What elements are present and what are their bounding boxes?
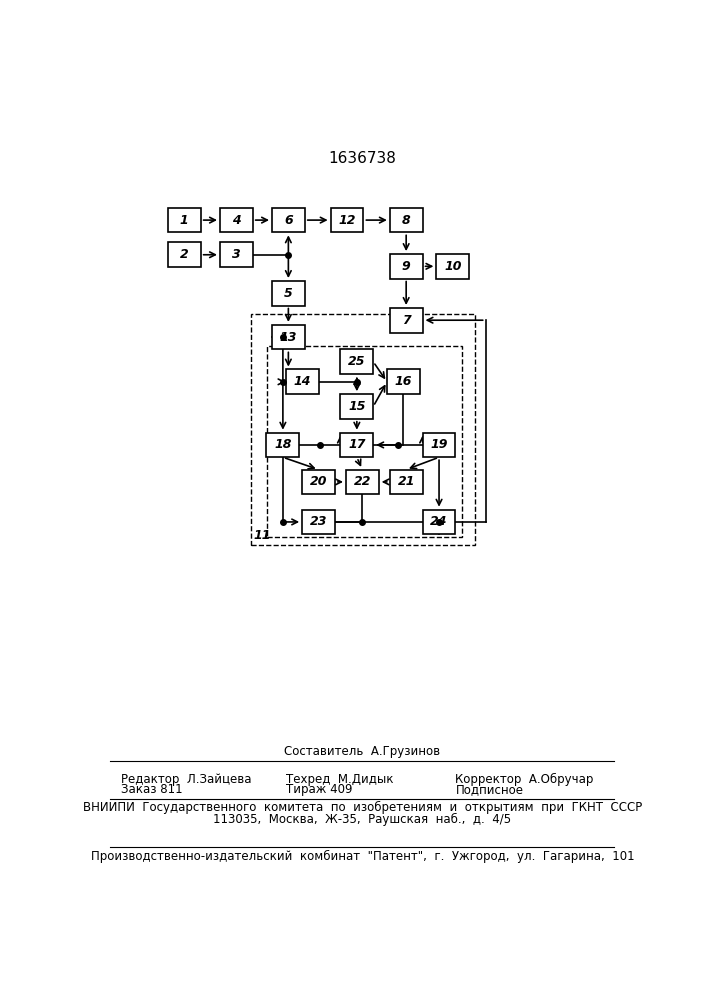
FancyBboxPatch shape: [390, 308, 423, 333]
FancyBboxPatch shape: [302, 470, 335, 494]
Text: 6: 6: [284, 214, 293, 227]
FancyBboxPatch shape: [341, 394, 373, 419]
Text: 19: 19: [431, 438, 448, 451]
FancyBboxPatch shape: [272, 281, 305, 306]
FancyBboxPatch shape: [286, 369, 319, 394]
FancyBboxPatch shape: [220, 208, 253, 232]
Text: 9: 9: [402, 260, 411, 273]
Text: 7: 7: [402, 314, 411, 327]
Text: 17: 17: [348, 438, 366, 451]
Text: Подписное: Подписное: [455, 783, 523, 796]
Text: Тираж 409: Тираж 409: [286, 783, 352, 796]
FancyBboxPatch shape: [390, 254, 423, 279]
Text: 2: 2: [180, 248, 189, 261]
FancyBboxPatch shape: [220, 242, 253, 267]
Text: 20: 20: [310, 475, 327, 488]
FancyBboxPatch shape: [341, 433, 373, 457]
FancyBboxPatch shape: [272, 325, 305, 349]
Text: 16: 16: [395, 375, 412, 388]
Text: 11: 11: [254, 529, 271, 542]
FancyBboxPatch shape: [390, 208, 423, 232]
Text: Составитель  А.Грузинов: Составитель А.Грузинов: [284, 745, 440, 758]
Text: Корректор  А.Обручар: Корректор А.Обручар: [455, 773, 594, 786]
Text: 21: 21: [397, 475, 415, 488]
FancyBboxPatch shape: [423, 433, 455, 457]
FancyBboxPatch shape: [423, 510, 455, 534]
Text: 4: 4: [232, 214, 240, 227]
FancyBboxPatch shape: [436, 254, 469, 279]
FancyBboxPatch shape: [390, 470, 423, 494]
Text: Заказ 811: Заказ 811: [122, 783, 183, 796]
Text: ВНИИПИ  Государственного  комитета  по  изобретениям  и  открытиям  при  ГКНТ  С: ВНИИПИ Государственного комитета по изоб…: [83, 801, 642, 814]
Text: 10: 10: [444, 260, 462, 273]
FancyBboxPatch shape: [267, 433, 299, 457]
Text: Редактор  Л.Зайцева: Редактор Л.Зайцева: [122, 773, 252, 786]
Text: 8: 8: [402, 214, 411, 227]
FancyBboxPatch shape: [302, 510, 335, 534]
Text: 22: 22: [354, 475, 371, 488]
FancyBboxPatch shape: [168, 242, 201, 267]
Text: 24: 24: [431, 515, 448, 528]
FancyBboxPatch shape: [272, 208, 305, 232]
FancyBboxPatch shape: [346, 470, 379, 494]
Text: Производственно-издательский  комбинат  "Патент",  г.  Ужгород,  ул.  Гагарина, : Производственно-издательский комбинат "П…: [90, 850, 634, 863]
FancyBboxPatch shape: [387, 369, 420, 394]
Text: 3: 3: [232, 248, 240, 261]
Text: 14: 14: [293, 375, 311, 388]
Text: 23: 23: [310, 515, 327, 528]
Text: 5: 5: [284, 287, 293, 300]
Text: 15: 15: [348, 400, 366, 413]
Text: 1: 1: [180, 214, 189, 227]
Text: 1636738: 1636738: [328, 151, 397, 166]
FancyBboxPatch shape: [331, 208, 363, 232]
Text: 12: 12: [338, 214, 356, 227]
Text: Техред  М.Дидык: Техред М.Дидык: [286, 773, 393, 786]
Text: 13: 13: [279, 331, 297, 344]
Text: 113035,  Москва,  Ж-35,  Раушская  наб.,  д.  4/5: 113035, Москва, Ж-35, Раушская наб., д. …: [214, 813, 511, 826]
Text: 18: 18: [274, 438, 292, 451]
Text: 25: 25: [348, 355, 366, 368]
FancyBboxPatch shape: [168, 208, 201, 232]
FancyBboxPatch shape: [341, 349, 373, 374]
